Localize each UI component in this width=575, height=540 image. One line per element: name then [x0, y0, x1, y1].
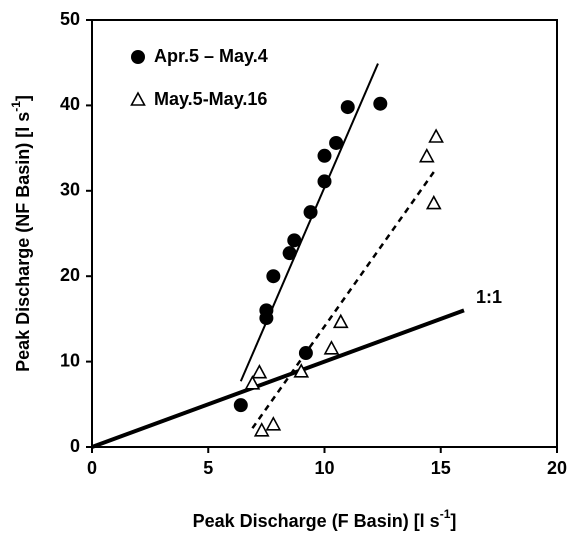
legend-marker [130, 91, 146, 106]
xlabel-label: Peak Discharge (F Basin) [l s-1] [193, 507, 457, 531]
point [332, 313, 349, 329]
legend-label: May.5-May.16 [154, 89, 267, 109]
point [287, 233, 302, 248]
point [266, 269, 281, 284]
point [317, 148, 332, 163]
label-suffix: ] [13, 95, 33, 101]
y-tick-label: 20 [60, 265, 80, 285]
label-text: Peak Discharge (NF Basin) [l s [13, 112, 33, 372]
x-tick-label: 20 [547, 458, 567, 478]
x-tick-label: 10 [314, 458, 334, 478]
y-tick-label: 40 [60, 94, 80, 114]
point [340, 100, 355, 115]
y-tick-label: 50 [60, 9, 80, 29]
point [373, 96, 388, 111]
point [317, 174, 332, 189]
label-suffix: ] [450, 511, 456, 531]
point [233, 398, 248, 413]
label-text: Peak Discharge (F Basin) [l s [193, 511, 440, 531]
fit-line [251, 171, 435, 429]
plot-frame [91, 19, 558, 448]
y-tick-label: 0 [70, 436, 80, 456]
point [425, 194, 442, 210]
point [329, 135, 344, 150]
x-tick-label: 15 [431, 458, 451, 478]
point [323, 340, 340, 355]
ylabel-label: Peak Discharge (NF Basin) [l s-1] [9, 95, 33, 372]
fit-line [239, 63, 379, 382]
label-superscript: -1 [440, 507, 451, 521]
legend-label: Apr.5 – May.4 [154, 46, 268, 66]
point [298, 346, 313, 361]
y-tick-label: 10 [60, 350, 80, 370]
point [251, 364, 268, 379]
point [418, 147, 435, 163]
point [293, 363, 310, 378]
point [282, 246, 297, 261]
x-tick-label: 0 [87, 458, 97, 478]
y-tick-label: 30 [60, 180, 80, 200]
line-label: 1:1 [476, 287, 502, 307]
label-superscript: -1 [9, 101, 23, 112]
point [303, 205, 318, 220]
legend-marker [131, 50, 145, 64]
point [244, 375, 261, 390]
fit-line [91, 308, 465, 449]
point [259, 311, 274, 326]
point [265, 416, 282, 431]
point [253, 422, 270, 437]
x-tick-label: 5 [203, 458, 213, 478]
point [428, 128, 444, 143]
